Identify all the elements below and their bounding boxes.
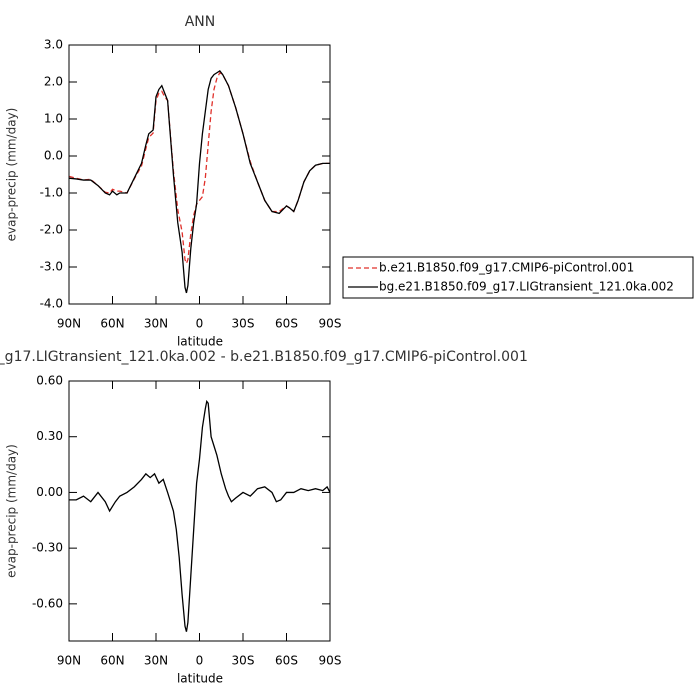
y-tick-label: -1.0 (40, 186, 63, 200)
data-line (68, 71, 330, 266)
y-tick-label: -0.60 (32, 596, 63, 610)
y-tick-label: 0.0 (44, 149, 63, 163)
chart-title: bg.e21.B1850.f09_g17.LIGtransient_121.0k… (0, 349, 528, 365)
y-tick-label: -0.30 (32, 541, 63, 555)
y-tick-label: 0.30 (36, 429, 63, 443)
y-tick-label: -3.0 (40, 260, 63, 274)
chart-title: ANN (185, 14, 216, 30)
x-tick-label: 0 (196, 654, 204, 668)
y-tick-label: 0.00 (36, 485, 63, 499)
data-line (69, 399, 331, 632)
x-tick-label: 30N (144, 654, 168, 668)
x-tick-label: 30N (144, 317, 168, 331)
y-axis-label: evap-precip (mm/day) (5, 444, 19, 578)
legend-box (342, 256, 694, 299)
y-tick-label: 3.0 (44, 38, 63, 52)
y-axis-label: evap-precip (mm/day) (5, 108, 19, 242)
x-tick-label: 90N (57, 654, 81, 668)
plot-frame (68, 44, 331, 305)
x-tick-label: 60N (100, 317, 124, 331)
x-tick-label: 90S (319, 654, 342, 668)
y-tick-label: 0.60 (36, 374, 63, 388)
x-tick-label: 60S (275, 317, 298, 331)
x-tick-label: 90S (319, 317, 342, 331)
x-tick-label: 0 (196, 317, 204, 331)
x-tick-label: 60S (275, 654, 298, 668)
y-tick-label: -4.0 (40, 297, 63, 311)
x-tick-label: 30S (232, 654, 255, 668)
legend-label: b.e21.B1850.f09_g17.CMIP6-piControl.001 (379, 261, 634, 275)
plot-frame (68, 380, 331, 642)
x-tick-label: 30S (232, 317, 255, 331)
data-line (68, 70, 330, 294)
y-tick-label: -2.0 (40, 223, 63, 237)
x-tick-label: 90N (57, 317, 81, 331)
y-tick-label: 2.0 (44, 75, 63, 89)
x-axis-label: latitude (177, 672, 223, 686)
x-axis-label: latitude (177, 335, 223, 349)
legend-label: bg.e21.B1850.f09_g17.LIGtransient_121.0k… (379, 280, 674, 294)
x-tick-label: 60N (100, 654, 124, 668)
y-tick-label: 1.0 (44, 112, 63, 126)
